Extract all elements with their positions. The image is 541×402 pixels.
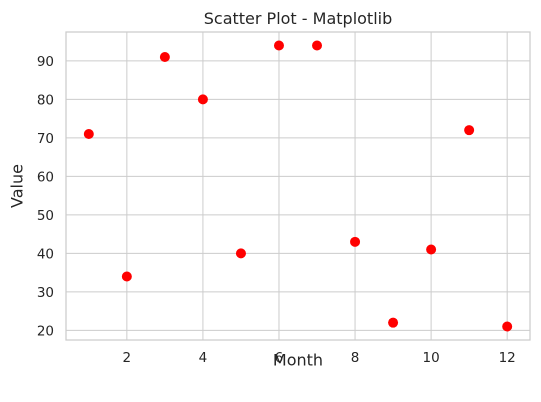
data-point	[160, 52, 170, 62]
data-point	[312, 40, 322, 50]
y-tick-label: 40	[37, 246, 54, 262]
y-tick-label: 90	[37, 54, 54, 70]
x-axis-label: Month	[273, 351, 323, 370]
y-tick-label: 20	[37, 323, 54, 339]
chart-title: Scatter Plot - Matplotlib	[204, 9, 393, 28]
data-point	[388, 318, 398, 328]
y-tick-label: 50	[37, 208, 54, 224]
y-tick-label: 30	[37, 285, 54, 301]
y-axis-label: Value	[8, 164, 27, 208]
y-axis-ticks: 20 30 40 50 60 70 80 90	[37, 54, 54, 340]
data-point	[236, 248, 246, 258]
data-point	[350, 237, 360, 247]
y-tick-label: 80	[37, 92, 54, 108]
x-tick-label: 10	[423, 350, 440, 366]
plot-frame	[66, 32, 530, 340]
x-tick-label: 12	[499, 350, 516, 366]
x-tick-label: 4	[199, 350, 208, 366]
data-points	[84, 40, 512, 331]
data-point	[122, 271, 132, 281]
data-point	[198, 94, 208, 104]
x-tick-label: 2	[123, 350, 132, 366]
data-point	[502, 322, 512, 332]
y-tick-label: 60	[37, 169, 54, 185]
data-point	[274, 40, 284, 50]
grid	[66, 32, 530, 340]
data-point	[426, 245, 436, 255]
data-point	[84, 129, 94, 139]
x-tick-label: 8	[351, 350, 360, 366]
y-tick-label: 70	[37, 131, 54, 147]
data-point	[464, 125, 474, 135]
